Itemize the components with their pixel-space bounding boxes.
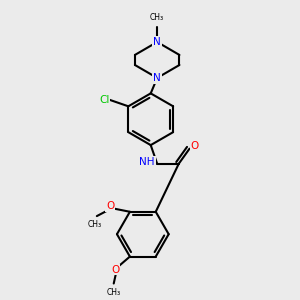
Text: CH₃: CH₃	[150, 13, 164, 22]
Text: O: O	[191, 141, 199, 151]
Text: CH₃: CH₃	[88, 220, 102, 230]
Text: NH: NH	[140, 157, 155, 167]
Text: O: O	[106, 201, 114, 212]
Text: CH₃: CH₃	[107, 288, 121, 297]
Text: N: N	[153, 73, 161, 83]
Text: Cl: Cl	[99, 95, 110, 105]
Text: O: O	[111, 265, 119, 275]
Text: N: N	[153, 37, 161, 47]
